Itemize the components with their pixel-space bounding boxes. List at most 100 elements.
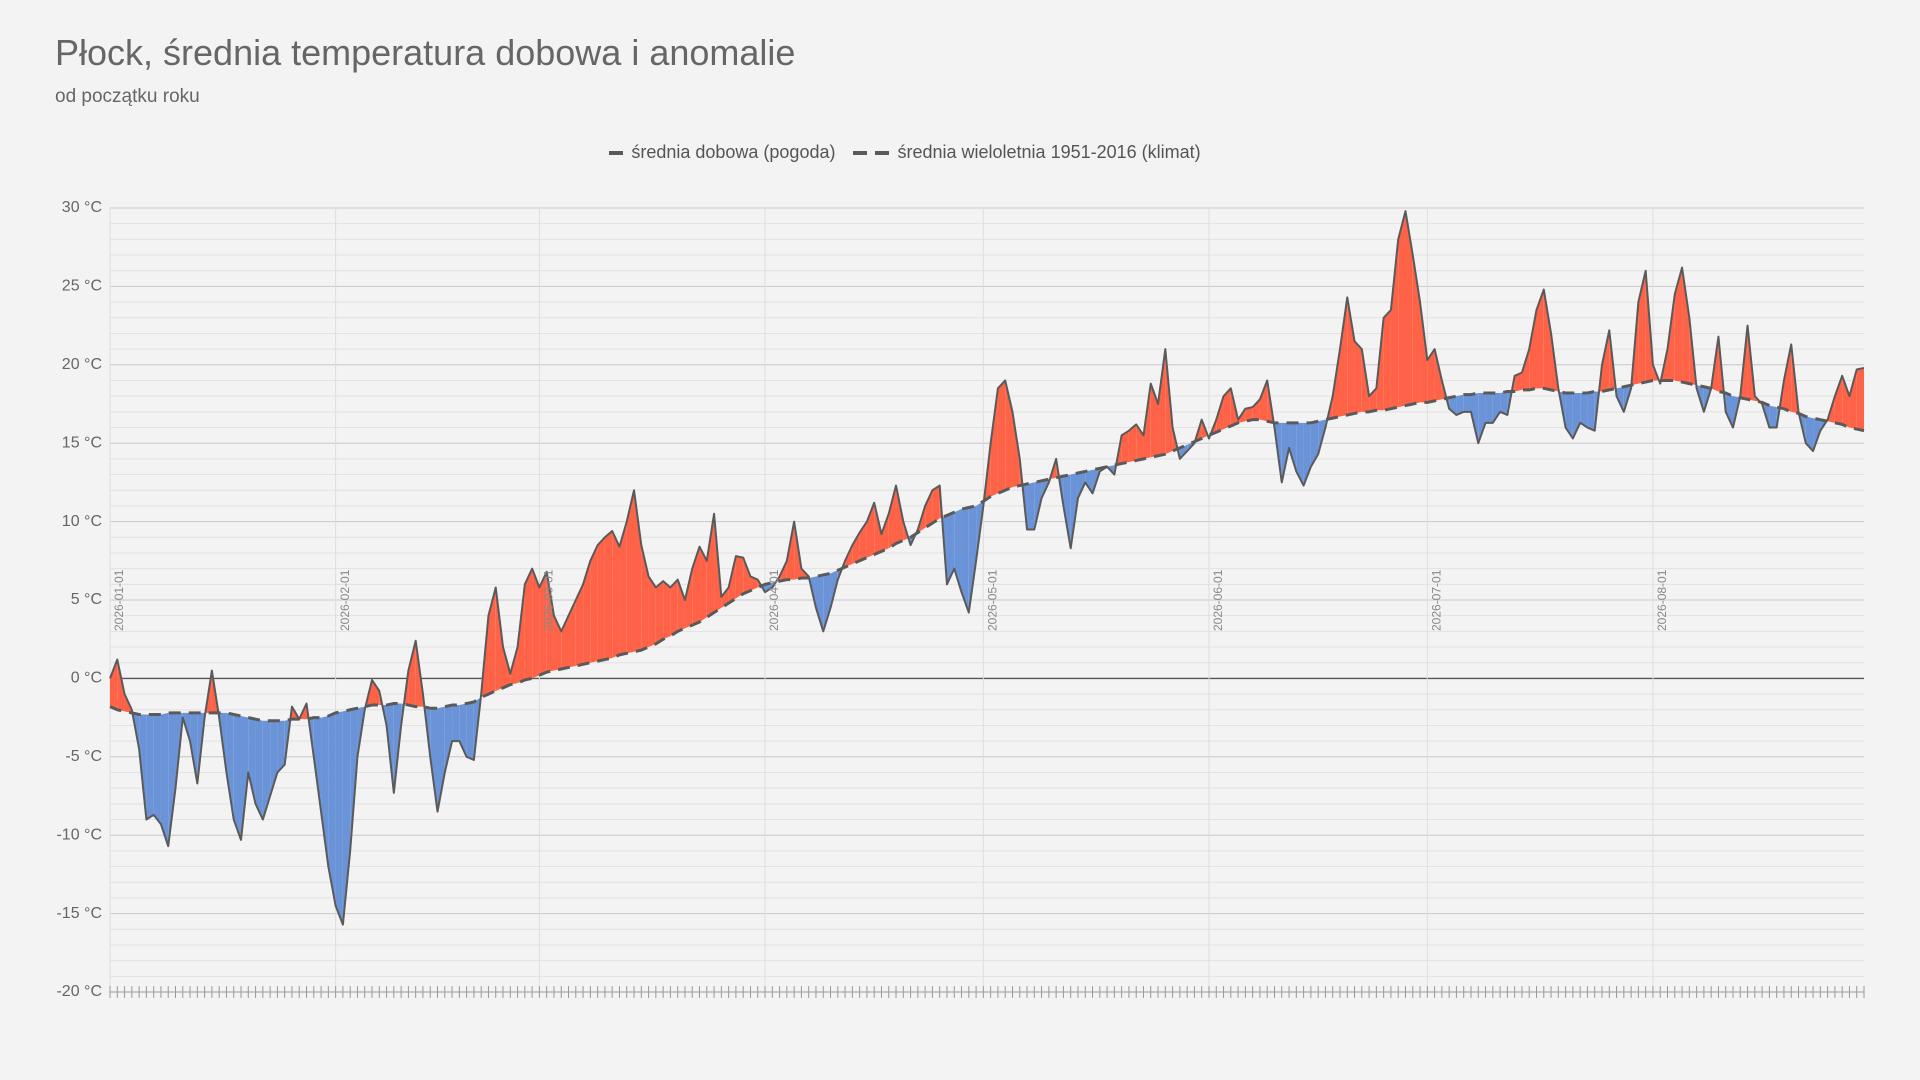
y-tick-label: 10 °C: [62, 513, 102, 530]
anomaly-fill: [648, 576, 656, 648]
anomaly-fill: [335, 711, 343, 925]
anomaly-fill: [612, 531, 620, 659]
anomaly-fill: [313, 717, 322, 812]
anomaly-fill: [1543, 289, 1552, 390]
anomaly-fill: [110, 659, 118, 710]
anomaly-fill: [1245, 407, 1253, 422]
anomaly-fill: [946, 512, 955, 585]
anomaly-fill: [262, 720, 271, 820]
y-tick-label: -10 °C: [56, 826, 102, 843]
anomaly-fill: [888, 485, 897, 549]
anomaly-fill: [634, 490, 642, 652]
anomaly-fill: [677, 579, 685, 632]
y-tick-label: 25 °C: [62, 278, 102, 295]
anomaly-fill: [1427, 349, 1435, 403]
anomaly-fill: [1281, 422, 1290, 483]
anomaly-fill: [997, 380, 1006, 494]
anomaly-fill: [372, 679, 380, 706]
anomaly-fill: [1027, 482, 1035, 530]
anomaly-fill: [255, 719, 263, 820]
anomaly-fill: [524, 568, 533, 680]
anomaly-fill: [226, 712, 234, 820]
y-tick-label: -20 °C: [56, 983, 102, 1000]
anomaly-fill: [1587, 391, 1595, 431]
anomaly-fill: [1725, 393, 1733, 428]
x-tick-label: 2026-03-01: [542, 569, 556, 631]
anomaly-fill: [706, 513, 715, 618]
anomaly-fill: [575, 584, 584, 666]
x-tick-label: 2026-08-01: [1655, 569, 1669, 631]
anomaly-fill: [168, 712, 176, 847]
anomaly-fill: [437, 706, 445, 812]
chart-subtitle: od początku roku: [55, 86, 200, 107]
anomaly-fill: [597, 537, 605, 662]
legend-swatch: [853, 150, 890, 155]
anomaly-fill: [1077, 471, 1086, 499]
anomaly-fill: [968, 505, 977, 613]
anomaly-fill: [342, 709, 351, 925]
anomaly-fill: [1369, 388, 1377, 412]
anomaly-fill: [655, 581, 664, 644]
anomaly-fill: [735, 556, 744, 599]
anomaly-fill: [408, 640, 416, 707]
anomaly-fill: [852, 532, 860, 564]
x-tick-label: 2026-05-01: [986, 569, 1000, 631]
anomaly-fill: [1674, 267, 1683, 383]
anomaly-fill: [1012, 411, 1020, 488]
anomaly-fill: [153, 714, 161, 825]
anomaly-fill: [1398, 211, 1406, 408]
anomaly-fill: [1682, 267, 1690, 384]
anomaly-fill: [1085, 469, 1093, 494]
x-tick-label: 2026-07-01: [1429, 569, 1443, 631]
anomaly-fill: [248, 717, 256, 804]
lines: [109, 210, 1865, 926]
y-tick-label: -15 °C: [56, 905, 102, 922]
anomaly-fill: [823, 573, 831, 632]
anomaly-fill: [1449, 396, 1457, 415]
anomaly-fill: [1500, 391, 1508, 415]
anomaly-fill: [1121, 430, 1129, 464]
anomaly-fill: [1463, 394, 1471, 412]
anomaly-fill: [1783, 344, 1792, 412]
anomaly-fill: [1565, 393, 1573, 439]
y-tick-label: 15 °C: [62, 434, 102, 451]
anomaly-fill: [241, 716, 249, 840]
x-tick-label: 2026-04-01: [767, 569, 781, 631]
anomaly-fill: [1478, 393, 1486, 444]
x-tick-label: 2026-06-01: [1211, 569, 1225, 631]
anomaly-fill: [1252, 399, 1260, 420]
anomaly-fill: [444, 705, 453, 773]
anomaly-fill: [874, 502, 882, 555]
anomaly-fill: [590, 545, 598, 663]
anomaly-fill: [1354, 341, 1362, 414]
anomaly-fill: [1434, 349, 1442, 401]
anomaly-fill: [670, 579, 678, 637]
anomaly-fill: [1805, 416, 1814, 452]
anomaly-fill: [684, 568, 693, 629]
anomaly-fill: [488, 587, 496, 695]
anomaly-fill: [815, 574, 824, 632]
anomaly-fill: [146, 714, 154, 820]
anomaly-fill: [1842, 375, 1850, 428]
anomaly-fill: [1470, 393, 1479, 444]
legend-label: średnia dobowa (pogoda): [631, 142, 836, 162]
labels: -20 °C -15 °C -10 °C -5 °C 0 °C 5 °C 10 °C 15 °…: [56, 199, 1669, 1000]
anomaly-fill: [1405, 211, 1413, 406]
legend-item[interactable]: średnia wieloletnia 1951-2016 (klimat): [853, 142, 1201, 163]
anomaly-fill: [1223, 388, 1231, 430]
anomaly-fill: [1856, 367, 1864, 431]
anomaly-fill: [896, 485, 904, 544]
anomaly-fill: [1849, 369, 1857, 430]
anomaly-fill: [1769, 405, 1777, 428]
anomaly-fill: [1601, 330, 1610, 392]
anomaly-fill: [663, 581, 671, 640]
anomaly-fill: [321, 716, 329, 867]
legend-label: średnia wieloletnia 1951-2016 (klimat): [897, 142, 1201, 162]
anomaly-fill: [1529, 309, 1537, 390]
legend-item[interactable]: średnia dobowa (pogoda): [609, 142, 835, 163]
anomaly-fill: [1834, 375, 1843, 425]
anomaly-fill: [1521, 349, 1530, 390]
anomaly-fill: [866, 502, 875, 558]
